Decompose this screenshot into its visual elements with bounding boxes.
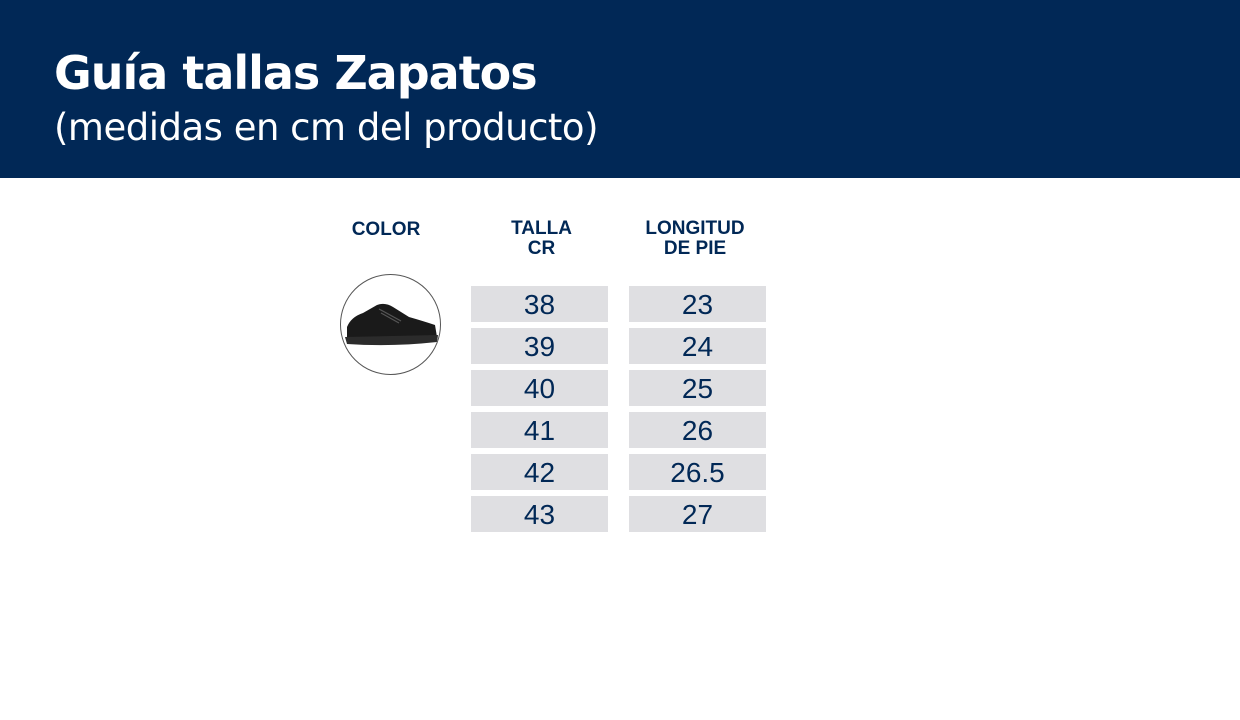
column-header-longitud-line2: DE PIE [663, 238, 727, 259]
talla-cell: 42 [471, 454, 608, 490]
talla-cell: 40 [471, 370, 608, 406]
column-header-longitud: LONGITUD DE PIE [628, 219, 762, 259]
talla-cell: 38 [471, 286, 608, 322]
longitud-cell: 24 [629, 328, 766, 364]
page-subtitle: (medidas en cm del producto) [54, 106, 599, 149]
talla-cell: 41 [471, 412, 608, 448]
column-header-color: COLOR [351, 219, 421, 240]
talla-cell: 39 [471, 328, 608, 364]
product-image [340, 274, 441, 375]
header-banner: Guía tallas Zapatos (medidas en cm del p… [0, 0, 1240, 178]
column-header-longitud-line1: LONGITUD [645, 218, 745, 239]
column-header-talla-line2: CR [527, 238, 556, 259]
longitud-cell: 23 [629, 286, 766, 322]
longitud-cell: 26 [629, 412, 766, 448]
page-title: Guía tallas Zapatos [54, 46, 538, 100]
longitud-cell: 27 [629, 496, 766, 532]
column-header-talla-line1: TALLA [511, 218, 572, 239]
column-header-talla: TALLA CR [471, 219, 612, 259]
longitud-cell: 25 [629, 370, 766, 406]
sneaker-icon [345, 303, 438, 346]
longitud-cell: 26.5 [629, 454, 766, 490]
talla-cell: 43 [471, 496, 608, 532]
